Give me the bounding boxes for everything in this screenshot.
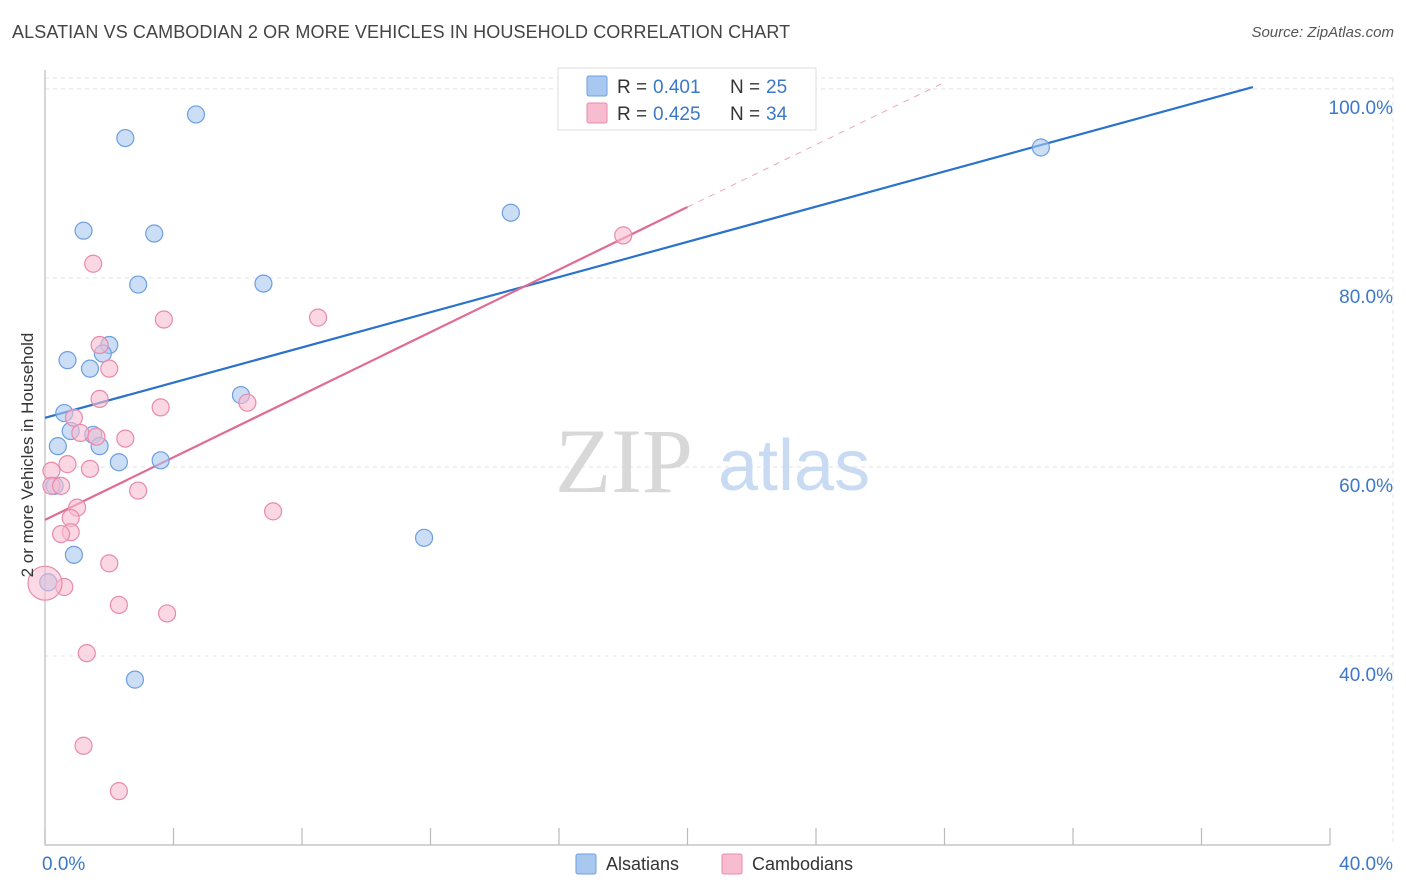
- point-cambodians-8: [238, 393, 257, 412]
- point-cambodians-11: [87, 427, 106, 446]
- point-cambodians-12: [116, 429, 135, 448]
- point-cambodians-10: [71, 423, 90, 443]
- y-tick-label-3: 40.0%: [1339, 665, 1393, 686]
- watermark-zip: ZIP: [555, 410, 693, 512]
- point-alsatians-18: [109, 453, 128, 472]
- point-cambodians-24: [100, 554, 119, 573]
- point-cambodians-23: [51, 524, 71, 544]
- x-tick-label-0: 0.0%: [42, 854, 85, 875]
- x-tick-label-1: 40.0%: [1339, 854, 1393, 875]
- series-legend-swatch-cambodians: [721, 853, 743, 875]
- point-alsatians-11: [80, 359, 100, 378]
- point-cambodians-28: [77, 644, 96, 663]
- point-cambodians-30: [109, 782, 128, 801]
- point-alsatians-7: [1031, 138, 1050, 157]
- point-cambodians-27: [157, 604, 177, 623]
- data-points: [27, 105, 1050, 801]
- point-cambodians-31: [27, 565, 63, 601]
- point-alsatians-2: [74, 221, 93, 240]
- point-cambodians-18: [129, 481, 148, 500]
- point-cambodians-13: [58, 455, 77, 474]
- point-cambodians-2: [154, 310, 173, 329]
- series-legend-swatch-alsatians: [575, 853, 597, 875]
- point-alsatians-24: [125, 670, 145, 689]
- y-axis-label: 2 or more Vehicles in Household: [18, 333, 37, 578]
- point-alsatians-21: [414, 528, 434, 547]
- point-alsatians-22: [64, 545, 84, 564]
- point-alsatians-5: [254, 274, 273, 293]
- point-alsatians-3: [145, 224, 164, 243]
- trend-line-alsatians: [44, 85, 1254, 419]
- series-legend: Alsatians Cambodians: [575, 853, 853, 875]
- point-alsatians-1: [116, 128, 135, 148]
- source-label: Source: ZipAtlas.com: [1251, 24, 1394, 41]
- legend-r-value-2: 0.425: [653, 104, 701, 125]
- point-cambodians-15: [42, 461, 61, 480]
- point-cambodians-9: [64, 408, 84, 427]
- point-cambodians-0: [84, 254, 103, 273]
- point-alsatians-19: [151, 451, 170, 470]
- series-legend-alsatians: Alsatians: [606, 854, 679, 874]
- legend-n-value-1: 25: [766, 77, 787, 98]
- legend-n-label-1: N =: [730, 77, 760, 98]
- point-cambodians-17: [51, 476, 71, 495]
- trend-lines: [44, 81, 1254, 521]
- point-cambodians-7: [151, 398, 170, 417]
- point-cambodians-1: [614, 226, 633, 245]
- y-tick-label-0: 100.0%: [1329, 98, 1394, 119]
- point-alsatians-6: [501, 203, 520, 222]
- point-alsatians-16: [48, 437, 67, 456]
- point-cambodians-26: [109, 595, 128, 615]
- series-legend-cambodians: Cambodians: [752, 854, 853, 874]
- correlation-legend: R = 0.401 N = 25 R = 0.425 N = 34: [557, 67, 817, 131]
- point-cambodians-4: [90, 335, 109, 355]
- point-cambodians-29: [74, 736, 93, 755]
- point-alsatians-4: [129, 275, 148, 294]
- y-tick-label-2: 60.0%: [1339, 476, 1393, 497]
- point-cambodians-20: [263, 502, 283, 521]
- point-cambodians-6: [90, 389, 109, 409]
- legend-r-label-1: R =: [617, 77, 647, 98]
- legend-swatch-cambodians: [586, 102, 608, 124]
- legend-n-label-2: N =: [730, 104, 760, 125]
- point-cambodians-3: [308, 308, 328, 327]
- watermark-atlas: atlas: [718, 426, 870, 506]
- legend-swatch-alsatians: [586, 75, 608, 97]
- point-alsatians-10: [58, 351, 77, 370]
- chart-title: ALSATIAN VS CAMBODIAN 2 OR MORE VEHICLES…: [12, 22, 791, 42]
- legend-r-value-1: 0.401: [653, 77, 701, 98]
- point-alsatians-0: [186, 105, 206, 124]
- point-cambodians-5: [100, 359, 119, 378]
- legend-r-label-2: R =: [617, 104, 647, 125]
- axes: [44, 70, 1331, 846]
- watermark: ZIP atlas: [555, 410, 870, 512]
- y-tick-label-1: 80.0%: [1339, 287, 1393, 308]
- trend-line-cambodians: [44, 206, 688, 521]
- legend-n-value-2: 34: [766, 104, 788, 125]
- point-cambodians-14: [80, 459, 100, 478]
- tick-labels: 100.0% 80.0% 60.0% 40.0% 0.0% 40.0%: [42, 98, 1393, 875]
